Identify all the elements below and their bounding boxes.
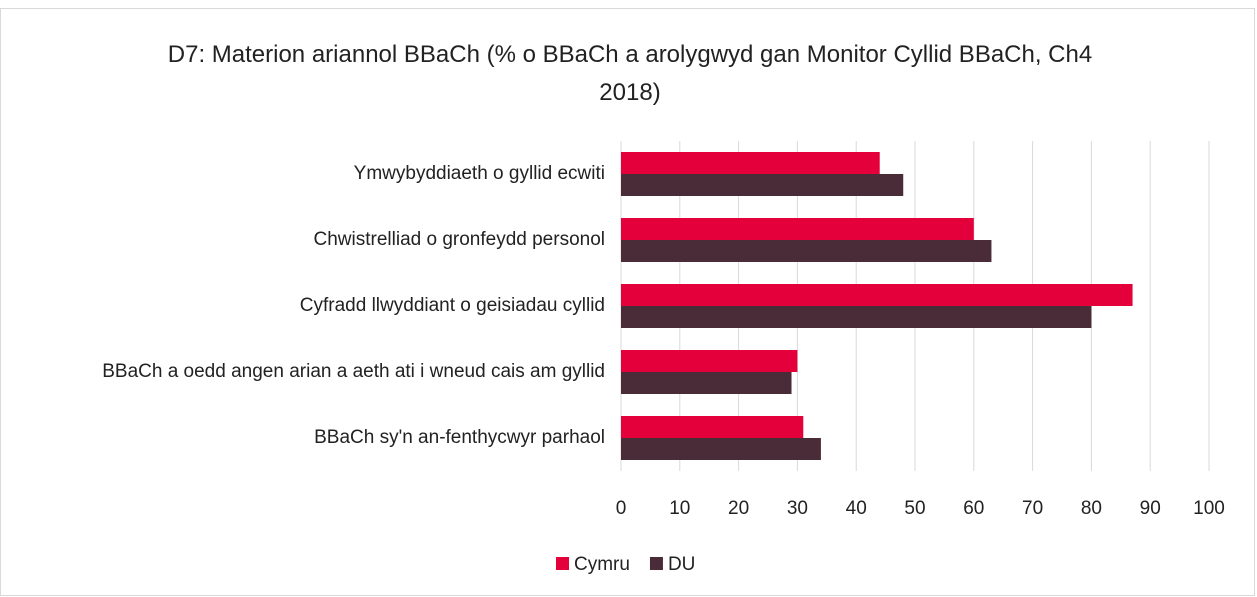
chart-border (0, 8, 1255, 596)
x-tick-label: 20 (728, 498, 749, 519)
chart-title: D7: Materion ariannol BBaCh (% o BBaCh a… (167, 41, 1093, 106)
x-tick-label: 100 (1193, 498, 1225, 519)
category-label: Ymwybyddiaeth o gyllid ecwiti (353, 163, 605, 184)
x-tick-label: 50 (904, 498, 925, 519)
category-label: Cyfradd llwyddiant o geisiadau cyllid (299, 295, 605, 316)
legend-label: DU (668, 554, 695, 575)
bar (621, 350, 798, 372)
legend-swatch (649, 557, 663, 570)
x-tick-label: 70 (1022, 498, 1043, 519)
category-label: Chwistrelliad o gronfeydd personol (313, 229, 606, 250)
bar (621, 240, 992, 262)
legend-label: Cymru (574, 554, 630, 575)
bar (621, 438, 821, 460)
x-tick-label: 80 (1081, 498, 1102, 519)
bar (621, 152, 880, 174)
x-tick-label: 90 (1140, 498, 1161, 519)
x-tick-label: 10 (669, 498, 690, 519)
bar (621, 174, 904, 196)
bar (621, 218, 974, 240)
bar (621, 284, 1133, 306)
category-label: BBaCh sy'n an-fenthycwyr parhaol (314, 427, 605, 448)
bar (621, 416, 804, 438)
legend-swatch (556, 557, 569, 570)
x-tick-label: 40 (846, 498, 867, 519)
bar (621, 372, 792, 394)
x-tick-label: 30 (787, 498, 808, 519)
x-tick-label: 0 (616, 498, 627, 519)
x-tick-label: 60 (963, 498, 984, 519)
category-label: BBaCh a oedd angen arian a aeth ati i wn… (102, 361, 605, 382)
bar (621, 306, 1092, 328)
